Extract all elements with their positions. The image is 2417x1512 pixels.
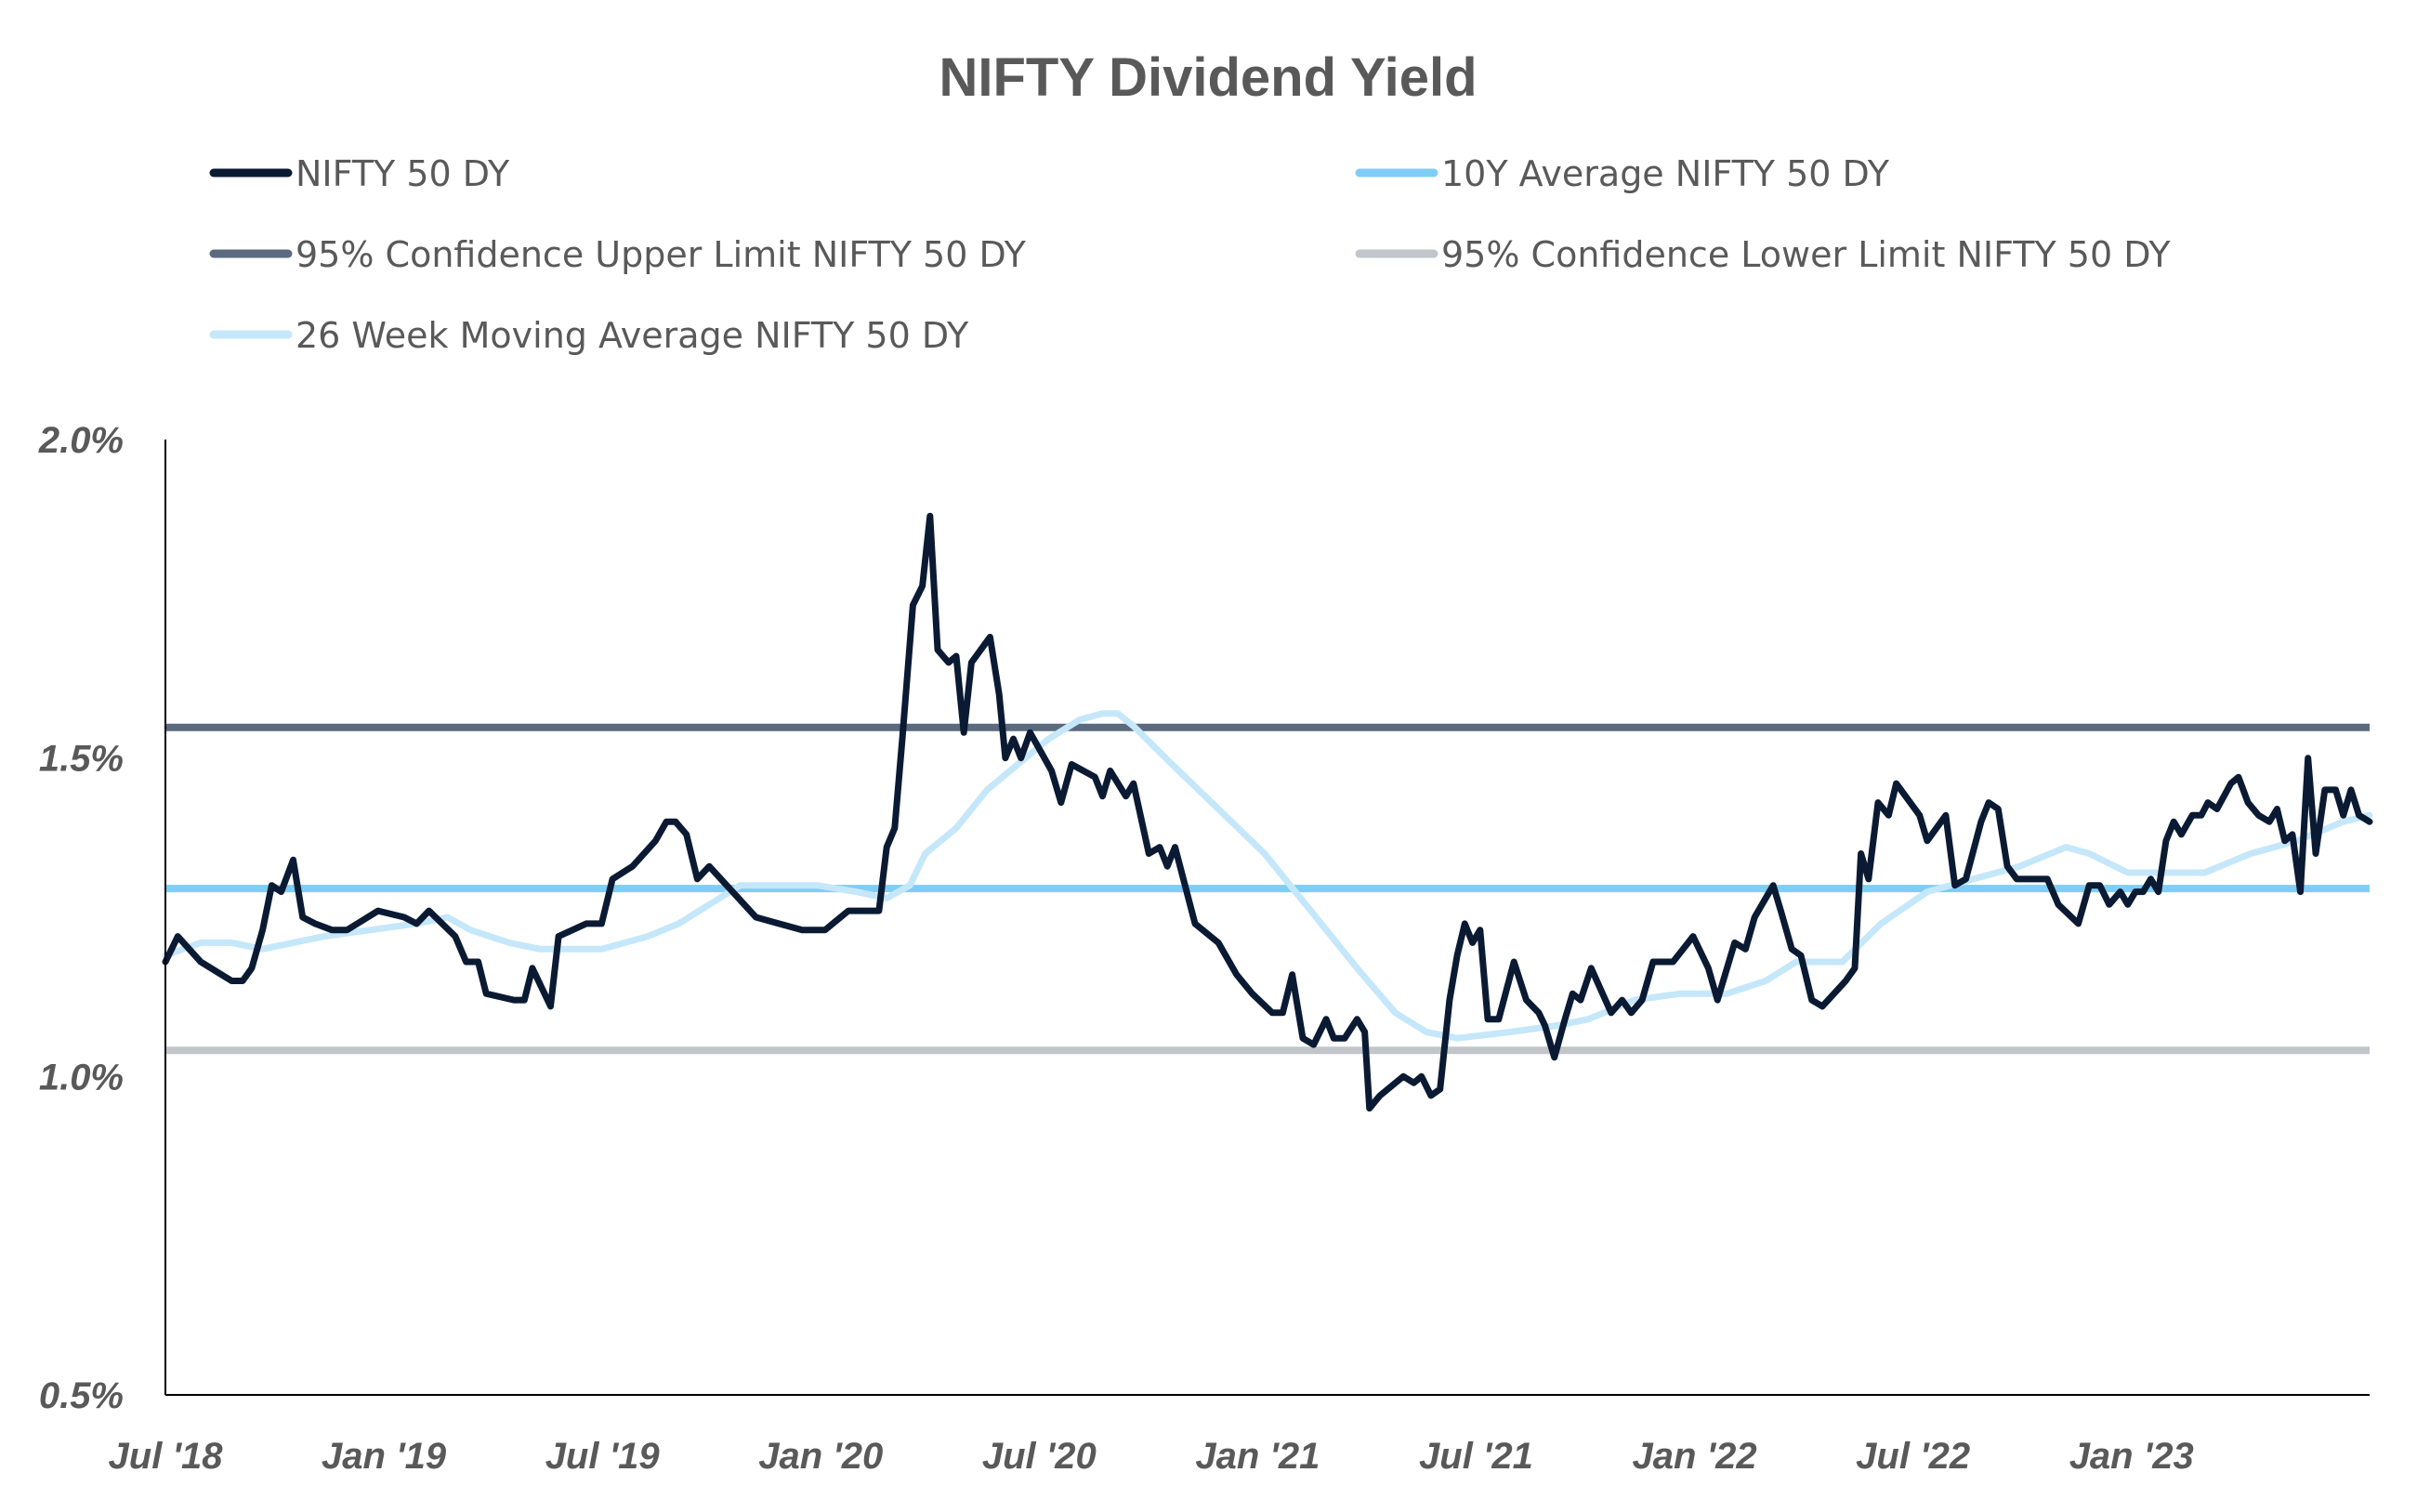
x-tick-label: Jul '18: [109, 1436, 224, 1477]
y-tick-labels: 0.5% 1.0% 1.5% 2.0%: [38, 420, 124, 1416]
legend-item: 95% Confidence Lower Limit NIFTY 50 DY: [1355, 234, 2171, 275]
x-tick-labels: Jul '18 Jan '19 Jul '19 Jan '20 Jul '20 Jan '…: [109, 1436, 2194, 1477]
x-tick-label: Jan '21: [1195, 1436, 1320, 1477]
legend-label: 95% Confidence Upper Limit NIFTY 50 DY: [296, 234, 1027, 275]
legend-label: 95% Confidence Lower Limit NIFTY 50 DY: [1441, 234, 2171, 275]
series-line-4: [162, 710, 2373, 1042]
legend-item: NIFTY 50 DY: [209, 153, 510, 194]
x-tick-label: Jan '20: [758, 1436, 883, 1477]
legend-item: 95% Confidence Upper Limit NIFTY 50 DY: [209, 234, 1027, 275]
series-lines: [162, 512, 2373, 1112]
x-tick-label: Jul '19: [545, 1436, 661, 1477]
chart-title: NIFTY Dividend Yield: [939, 47, 1477, 108]
legend-item: 10Y Average NIFTY 50 DY: [1355, 153, 1890, 194]
x-tick-label: Jul '22: [1856, 1436, 1970, 1477]
legend-label: NIFTY 50 DY: [296, 153, 510, 194]
x-tick-label: Jul '21: [1419, 1436, 1533, 1477]
x-tick-label: Jul '20: [982, 1436, 1097, 1477]
x-tick-label: Jan '22: [1633, 1436, 1757, 1477]
y-tick-label: 1.0%: [39, 1057, 124, 1098]
y-tick-label: 2.0%: [38, 420, 124, 461]
reference-lines: [165, 723, 2370, 1055]
y-tick-label: 0.5%: [39, 1375, 124, 1416]
legend: NIFTY 50 DY 10Y Average NIFTY 50 DY 95% Co…: [209, 153, 2171, 356]
legend-label: 10Y Average NIFTY 50 DY: [1441, 153, 1890, 194]
x-tick-label: Jan '23: [2069, 1436, 2194, 1477]
x-tick-label: Jan '19: [322, 1436, 447, 1477]
legend-item: 26 Week Moving Average NIFTY 50 DY: [209, 315, 969, 356]
series-line-0: [162, 512, 2373, 1112]
y-tick-label: 1.5%: [39, 739, 124, 780]
legend-label: 26 Week Moving Average NIFTY 50 DY: [296, 315, 969, 356]
